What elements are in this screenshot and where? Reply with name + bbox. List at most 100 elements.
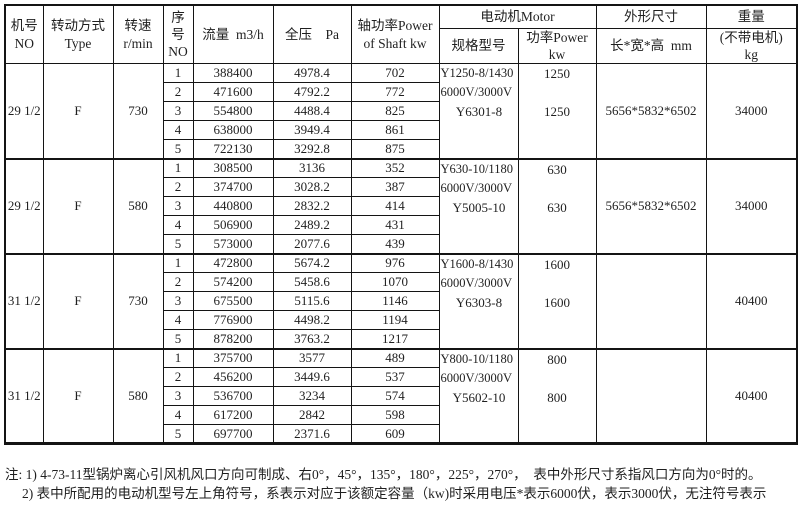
cell-motor-model: Y1600-8/1430 6000V/3000V Y6303-8	[438, 252, 519, 350]
cell-shaft-power: 825	[350, 101, 440, 122]
cell-shaft-power: 537	[350, 367, 440, 388]
cell-shaft-power: 1194	[350, 310, 440, 331]
cell-flow: 573000	[192, 234, 274, 255]
table-row: 4 506900 2489.2 431	[5, 215, 797, 236]
cell-shaft-power: 1217	[350, 329, 440, 350]
cell-pressure: 5115.6	[272, 291, 352, 312]
cell-seq: 4	[162, 120, 194, 141]
header-seq: 序 号 NO	[162, 4, 194, 65]
cell-pressure: 2842	[272, 405, 352, 426]
cell-seq: 3	[162, 196, 194, 217]
cell-flow: 776900	[192, 310, 274, 331]
cell-pressure: 4498.2	[272, 310, 352, 331]
cell-pressure: 4978.4	[272, 63, 352, 84]
note-line-2: 2) 表中所配用的电动机型号左上角符号，系表示对应于该额定容量（kw)时采用电压…	[22, 486, 767, 501]
cell-flow: 722130	[192, 139, 274, 160]
motor-power-2: 800	[547, 389, 567, 405]
motor-power-1: 630	[547, 161, 567, 177]
cell-seq: 4	[162, 405, 194, 426]
cell-shaft-power: 1070	[350, 272, 440, 293]
cell-shaft-power: 976	[350, 252, 440, 274]
table-row: 5 722130 3292.8 875	[5, 139, 797, 160]
cell-shaft-power: 439	[350, 234, 440, 255]
cell-flow: 697700	[192, 424, 274, 445]
cell-weight: 34000	[705, 63, 798, 160]
cell-dimensions: 5656*5832*6502	[595, 63, 707, 160]
cell-shaft-power: 387	[350, 177, 440, 198]
header-motor-power: 功率Power kw	[517, 27, 597, 65]
table-row: 5 697700 2371.6 609	[5, 424, 797, 445]
cell-flow: 440800	[192, 196, 274, 217]
cell-seq: 2	[162, 177, 194, 198]
cell-pressure: 3136	[272, 157, 352, 179]
cell-shaft-power: 414	[350, 196, 440, 217]
table-row: 4 776900 4498.2 1194	[5, 310, 797, 331]
cell-dimensions	[595, 252, 707, 350]
cell-pressure: 3449.6	[272, 367, 352, 388]
cell-speed: 580	[112, 347, 164, 445]
cell-type: F	[42, 63, 114, 160]
cell-seq: 1	[162, 63, 194, 84]
cell-seq: 5	[162, 139, 194, 160]
cell-motor-power: 1250 1250	[517, 63, 597, 160]
cell-machine-no: 29 1/2	[4, 63, 44, 160]
cell-shaft-power: 431	[350, 215, 440, 236]
cell-seq: 3	[162, 386, 194, 407]
motor-model-line1: Y1600-8/1430	[440, 256, 514, 271]
cell-flow: 617200	[192, 405, 274, 426]
cell-seq: 1	[162, 347, 194, 369]
cell-motor-model: Y630-10/1180 6000V/3000V Y5005-10	[438, 157, 519, 255]
header-motor-group: 电动机Motor	[438, 4, 597, 29]
cell-motor-power: 800 800	[517, 347, 597, 445]
table-row: 29 1/2 F 580 1 308500 3136 352 Y630-10/1…	[4, 157, 798, 255]
cell-flow: 506900	[192, 215, 274, 236]
cell-type: F	[42, 157, 114, 255]
table-row: 29 1/2 F 730 1 388400 4978.4 702 Y1250-8…	[4, 63, 798, 160]
header-speed: 转速 r/min	[112, 4, 164, 65]
cell-motor-power: 630 630	[517, 157, 597, 255]
cell-flow: 675500	[192, 291, 274, 312]
cell-flow: 472800	[192, 252, 274, 274]
cell-flow: 456200	[192, 367, 274, 388]
cell-flow: 638000	[192, 120, 274, 141]
cell-type: F	[42, 252, 114, 350]
cell-speed: 730	[112, 252, 164, 350]
cell-pressure: 5458.6	[272, 272, 352, 293]
cell-pressure: 2832.2	[272, 196, 352, 217]
motor-model-line3: Y5602-10	[452, 389, 506, 405]
header-pressure: 全压 Pa	[272, 4, 352, 65]
motor-power-2: 1250	[544, 104, 570, 120]
table-row: 2 574200 5458.6 1070	[5, 272, 797, 293]
motor-model-line2: 6000V/3000V	[440, 370, 513, 385]
cell-machine-no: 31 1/2	[4, 347, 44, 445]
cell-seq: 4	[162, 215, 194, 236]
header-dimensions-group: 外形尺寸	[595, 4, 707, 29]
cell-machine-no: 29 1/2	[4, 157, 44, 255]
cell-seq: 1	[162, 157, 194, 179]
cell-seq: 3	[162, 101, 194, 122]
cell-flow: 374700	[192, 177, 274, 198]
motor-model-line1: Y1250-8/1430	[440, 66, 514, 81]
cell-pressure: 3577	[272, 347, 352, 369]
cell-machine-no: 31 1/2	[4, 252, 44, 350]
cell-shaft-power: 609	[350, 424, 440, 445]
cell-seq: 2	[162, 82, 194, 103]
cell-seq: 1	[162, 252, 194, 274]
table-row: 4 638000 3949.4 861	[5, 120, 797, 141]
cell-pressure: 2371.6	[272, 424, 352, 445]
cell-shaft-power: 574	[350, 386, 440, 407]
motor-model-line3: Y5005-10	[452, 199, 506, 215]
motor-model-line2: 6000V/3000V	[440, 85, 513, 100]
cell-flow: 375700	[192, 347, 274, 369]
cell-seq: 4	[162, 310, 194, 331]
note-line-1: 注: 1) 4-73-11型锅炉离心引风机风口方向可制成、右0°，45°，135…	[5, 467, 762, 482]
cell-seq: 2	[162, 367, 194, 388]
cell-seq: 5	[162, 234, 194, 255]
cell-weight: 40400	[705, 252, 798, 350]
cell-flow: 388400	[192, 63, 274, 84]
motor-power-1: 1250	[544, 66, 570, 82]
header-type: 转动方式 Type	[42, 4, 114, 65]
cell-shaft-power: 489	[350, 347, 440, 369]
cell-shaft-power: 702	[350, 63, 440, 84]
cell-dimensions	[595, 347, 707, 445]
